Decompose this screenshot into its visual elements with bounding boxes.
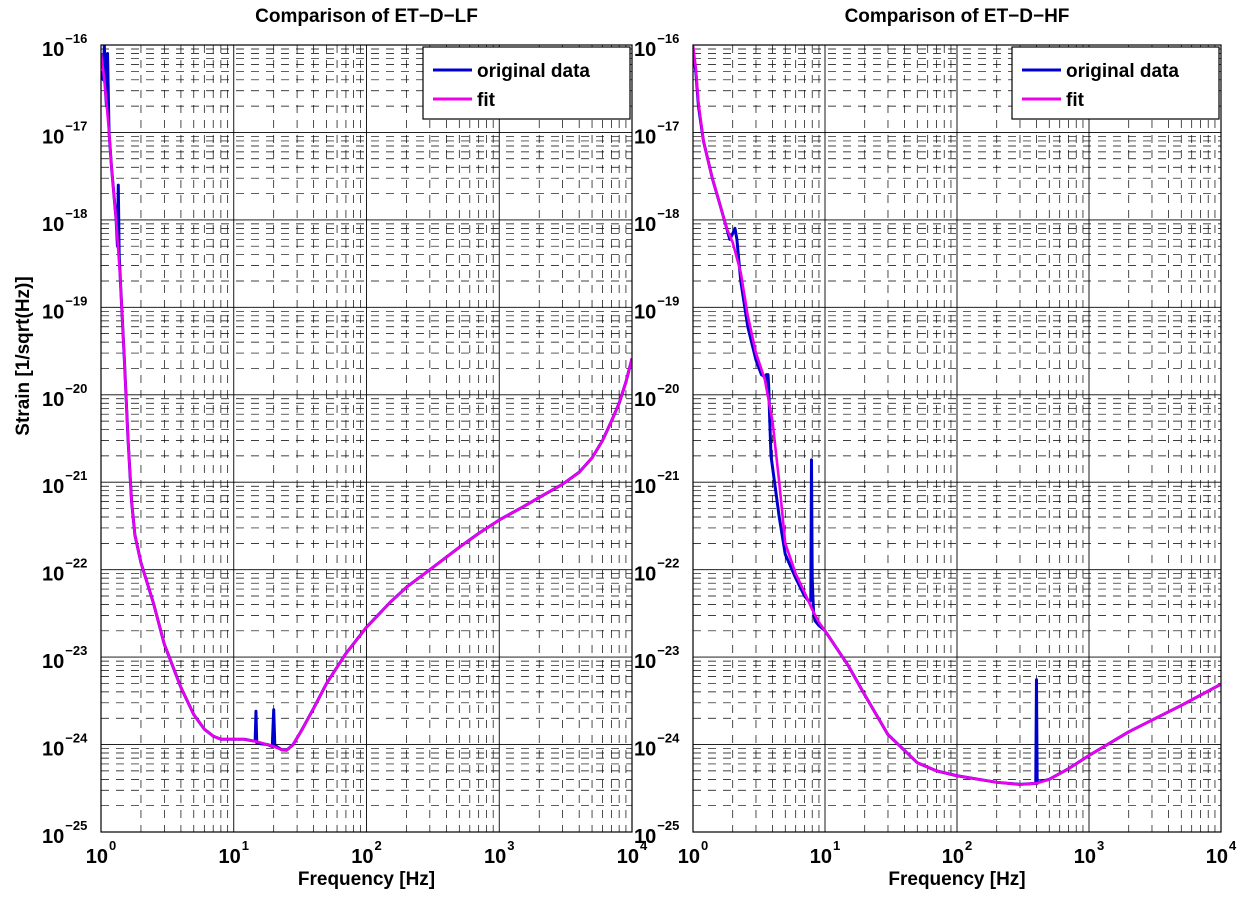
y-axis-label: Strain [1/sqrt(Hz)] <box>13 276 34 435</box>
axes-frame <box>692 44 1222 833</box>
y-tick-label: 10−16 <box>42 31 87 61</box>
y-tick-label: 10−20 <box>42 381 87 411</box>
y-tick-label: 10−20 <box>634 381 679 411</box>
y-tick-label: 10−18 <box>42 206 87 236</box>
x-tick-label: 104 <box>1206 838 1237 868</box>
y-tick-label: 10−24 <box>634 731 680 761</box>
axes-frame <box>100 44 633 833</box>
chart-title: Comparison of ET−D−HF <box>845 6 1070 27</box>
x-tick-label: 101 <box>810 838 840 868</box>
y-tick-label: 10−17 <box>42 118 87 148</box>
x-axis-label: Frequency [Hz] <box>888 869 1025 890</box>
legend-label: original data <box>1066 61 1179 82</box>
y-tick-label: 10−16 <box>634 31 679 61</box>
y-tick-label: 10−22 <box>42 556 87 586</box>
x-tick-label: 102 <box>351 838 381 868</box>
y-tick-label: 10−25 <box>634 818 679 848</box>
x-tick-label: 101 <box>219 838 249 868</box>
x-tick-label: 102 <box>942 838 972 868</box>
x-tick-label: 100 <box>86 838 116 868</box>
y-tick-label: 10−19 <box>634 293 679 323</box>
chart-title: Comparison of ET−D−LF <box>255 6 478 27</box>
chart-panel-lf: 100 101 102 103 104 10−25 10−24 10−23 10−22 10−21… <box>42 6 648 890</box>
chart-panel-hf: 100 101 102 103 104 10−25 10−24 10−23 10−22 10−21… <box>634 6 1237 890</box>
x-tick-label: 103 <box>484 838 514 868</box>
x-tick-label: 104 <box>617 838 648 868</box>
y-tick-label: 10−24 <box>42 731 88 761</box>
y-tick-label: 10−21 <box>42 468 87 498</box>
y-tick-label: 10−18 <box>634 206 679 236</box>
grid <box>693 45 1221 832</box>
x-tick-label: 100 <box>678 838 708 868</box>
legend-label: original data <box>477 61 590 82</box>
legend-box <box>422 46 631 120</box>
legend-box <box>1011 46 1220 120</box>
legend: original data fit <box>1011 46 1220 120</box>
legend: original data fit <box>422 46 631 120</box>
y-tick-label: 10−21 <box>634 468 679 498</box>
y-tick-label: 10−25 <box>42 818 87 848</box>
legend-label: fit <box>1066 90 1085 111</box>
series-line-fit <box>101 53 632 752</box>
legend-label: fit <box>477 90 496 111</box>
y-tick-label: 10−19 <box>42 293 87 323</box>
y-tick-label: 10−22 <box>634 556 679 586</box>
x-tick-label: 103 <box>1074 838 1104 868</box>
y-tick-label: 10−17 <box>634 118 679 148</box>
series-line-fit <box>693 45 1221 786</box>
x-axis-label: Frequency [Hz] <box>298 869 435 890</box>
y-tick-label: 10−23 <box>42 643 87 673</box>
y-tick-label: 10−23 <box>634 643 679 673</box>
